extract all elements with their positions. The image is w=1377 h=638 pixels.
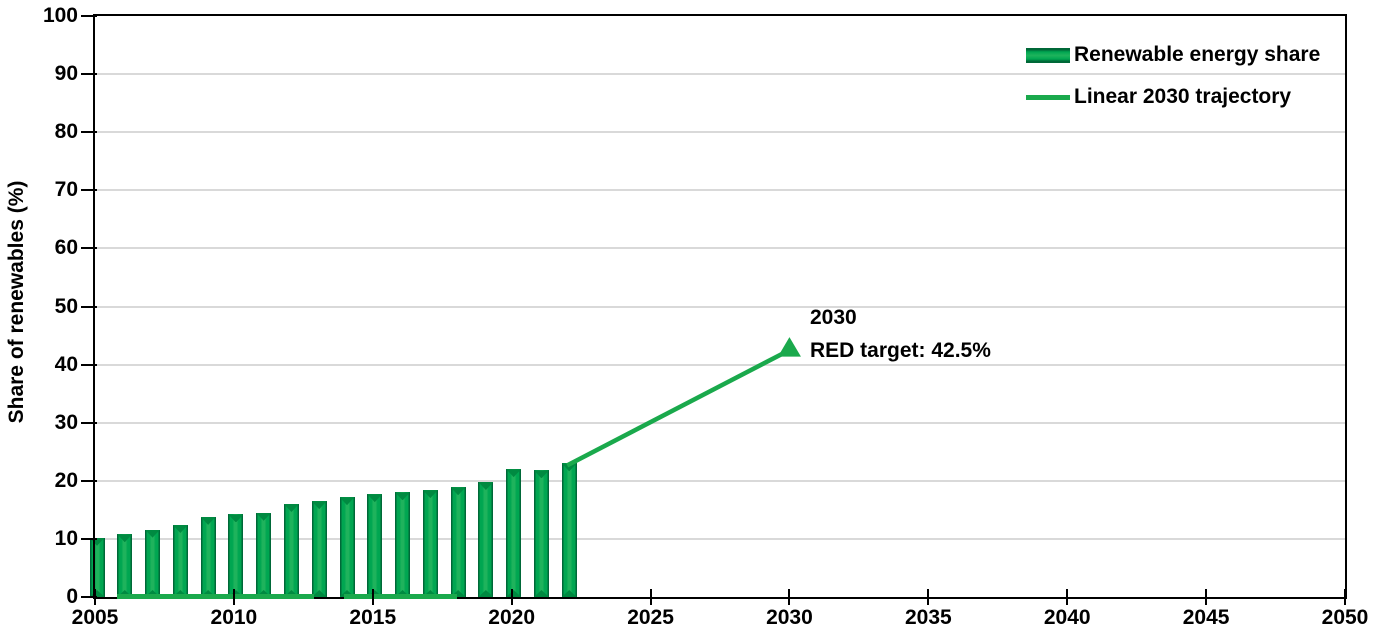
y-tick-label-60: 60 xyxy=(54,236,78,260)
x-tick-label-2010: 2010 xyxy=(210,606,258,629)
y-tick-20 xyxy=(81,479,97,482)
legend-label-trajectory: Linear 2030 trajectory xyxy=(1074,85,1292,108)
bar-2006 xyxy=(117,534,133,597)
bar-2012 xyxy=(283,504,299,597)
x-tick-label-2025: 2025 xyxy=(627,606,674,629)
x-tick-label-2035: 2035 xyxy=(904,606,952,629)
y-tick-30 xyxy=(81,421,97,424)
x-tick-2015 xyxy=(371,589,374,605)
x-tick-label-2030: 2030 xyxy=(766,606,813,629)
bar-2015 xyxy=(367,494,383,597)
y-tick-label-100: 100 xyxy=(42,4,78,27)
gridline-20 xyxy=(95,479,1345,482)
y-tick-label-10: 10 xyxy=(54,526,78,550)
bar-2010 xyxy=(228,514,244,597)
x-tick-label-2050: 2050 xyxy=(1321,606,1369,629)
y-axis-title: Share of renewables (%) xyxy=(5,180,28,424)
x-tick-2030 xyxy=(788,589,791,605)
bar-2007 xyxy=(145,529,161,597)
annotation-year: 2030 xyxy=(810,306,857,329)
y-tick-100 xyxy=(81,15,97,17)
legend-item-renewable-share: Renewable energy share xyxy=(1026,40,1320,70)
y-tick-40 xyxy=(81,363,97,366)
x-tick-2050 xyxy=(1344,589,1346,605)
gridline-70 xyxy=(95,189,1345,192)
bar-2019 xyxy=(478,481,494,597)
bar-2016 xyxy=(395,492,411,597)
gridline-60 xyxy=(95,247,1345,250)
y-tick-0 xyxy=(81,596,97,598)
x-tick-label-2005: 2005 xyxy=(71,606,119,629)
y-tick-label-80: 80 xyxy=(54,120,78,144)
legend: Renewable energy share Linear 2030 traje… xyxy=(1026,40,1320,124)
y-tick-50 xyxy=(81,305,97,308)
x-tick-2010 xyxy=(232,589,235,605)
bar-2009 xyxy=(200,516,216,597)
gridline-80 xyxy=(95,131,1345,134)
bar-2005 xyxy=(89,537,105,597)
trajectory-baseline-segment-0 xyxy=(117,594,315,599)
y-tick-70 xyxy=(81,189,97,192)
y-tick-label-50: 50 xyxy=(54,294,78,318)
bar-2017 xyxy=(422,490,438,597)
bar-2014 xyxy=(339,497,355,597)
legend-bar-swatch-icon xyxy=(1026,47,1070,63)
gridline-90 xyxy=(95,73,1345,76)
gridline-10 xyxy=(95,537,1345,540)
bar-2011 xyxy=(256,512,272,597)
bar-2008 xyxy=(172,524,188,597)
y-tick-label-70: 70 xyxy=(54,178,78,202)
x-tick-2035 xyxy=(927,589,930,605)
y-tick-label-30: 30 xyxy=(54,410,78,434)
bar-2013 xyxy=(311,501,327,597)
y-tick-10 xyxy=(81,537,97,540)
legend-item-trajectory: Linear 2030 trajectory xyxy=(1026,82,1320,112)
gridline-40 xyxy=(95,363,1345,366)
x-tick-2025 xyxy=(649,589,652,605)
y-tick-label-0: 0 xyxy=(66,585,78,608)
gridline-50 xyxy=(95,305,1345,308)
gridline-30 xyxy=(95,421,1345,424)
target-annotation: 2030 RED target: 42.5% xyxy=(810,301,991,367)
y-tick-80 xyxy=(81,131,97,134)
legend-line-swatch-icon xyxy=(1026,94,1070,100)
x-tick-label-2020: 2020 xyxy=(488,606,536,629)
legend-label-renewable-share: Renewable energy share xyxy=(1074,43,1321,66)
bar-2020 xyxy=(506,469,522,597)
x-tick-2040 xyxy=(1066,589,1069,605)
x-tick-2045 xyxy=(1205,589,1208,605)
annotation-target: RED target: 42.5% xyxy=(810,339,991,362)
y-tick-label-40: 40 xyxy=(54,352,78,376)
y-tick-label-20: 20 xyxy=(54,468,78,492)
x-tick-label-2040: 2040 xyxy=(1043,606,1091,629)
trajectory-baseline-segment-1 xyxy=(343,594,458,599)
y-tick-90 xyxy=(81,73,97,76)
bar-2018 xyxy=(450,487,466,597)
x-tick-2020 xyxy=(510,589,513,605)
y-tick-60 xyxy=(81,247,97,250)
x-tick-label-2045: 2045 xyxy=(1182,606,1230,629)
bar-2022 xyxy=(561,463,577,597)
y-tick-label-90: 90 xyxy=(54,62,78,86)
x-tick-label-2015: 2015 xyxy=(349,606,397,629)
bar-2021 xyxy=(533,470,549,597)
